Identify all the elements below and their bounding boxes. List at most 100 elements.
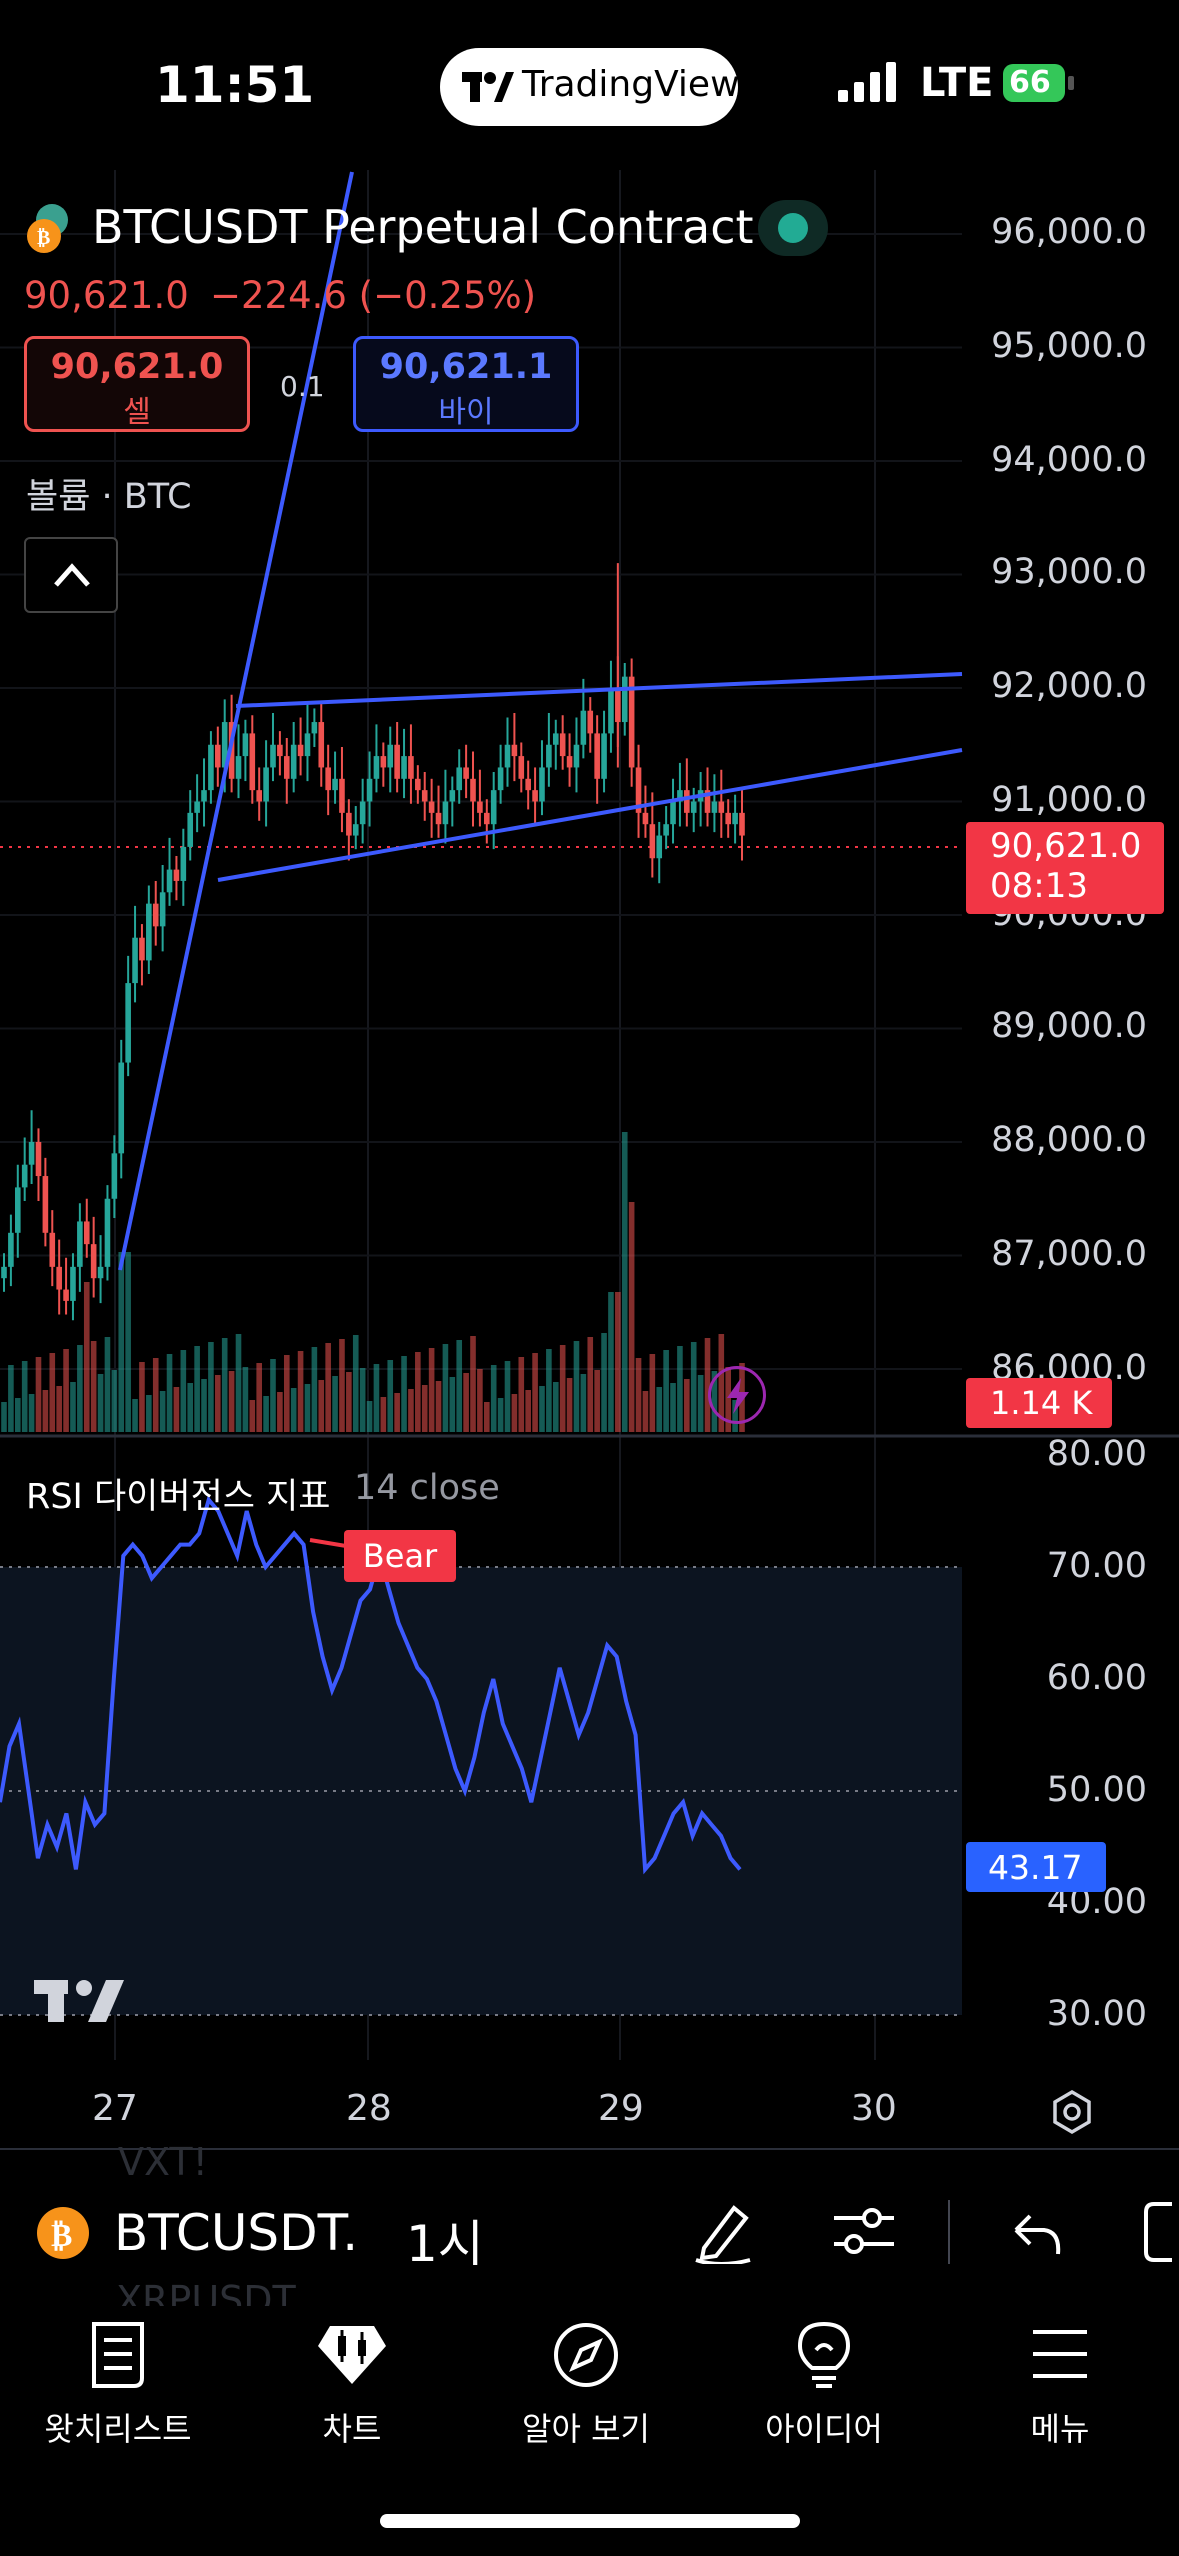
candle-body — [518, 756, 525, 779]
price-chart[interactable] — [0, 0, 1179, 2100]
candle-body — [628, 676, 635, 768]
candle-body — [311, 722, 318, 734]
volume-bar — [180, 1350, 187, 1432]
rsi-title[interactable]: RSI 다이버전스 지표 — [26, 1477, 331, 1517]
volume-bar — [159, 1391, 166, 1432]
volume-bar — [546, 1349, 552, 1432]
candle-body — [201, 790, 207, 802]
volume-bar — [511, 1394, 518, 1432]
candle-body — [166, 869, 173, 893]
candle-body — [587, 710, 594, 734]
nav-chart[interactable]: 차트 — [242, 2320, 462, 2450]
candle-body — [90, 1244, 97, 1279]
price-axis-label: 94,000.0 — [991, 440, 1147, 480]
nav-menu[interactable]: 메뉴 — [950, 2320, 1170, 2450]
chart-settings-icon[interactable] — [1048, 2088, 1096, 2140]
candle-body — [463, 767, 469, 779]
candle-body — [14, 1187, 21, 1233]
undo-icon[interactable] — [1008, 2210, 1064, 2262]
volume-bar — [35, 1357, 42, 1432]
date-axis-label: 30 — [851, 2088, 897, 2129]
interval-selector[interactable]: 1시 — [406, 2215, 484, 2273]
volume-legend: 볼륨 · BTC — [26, 477, 192, 517]
volume-bar — [649, 1354, 656, 1432]
candle-body — [139, 937, 145, 961]
nav-explore[interactable]: 알아 보기 — [476, 2320, 696, 2450]
candle-body — [552, 733, 559, 745]
volume-bar — [304, 1384, 311, 1432]
volume-bar — [325, 1343, 331, 1432]
price-axis-label: 88,000.0 — [991, 1120, 1147, 1160]
candle-body — [566, 756, 573, 768]
volume-bar — [615, 1292, 621, 1432]
volume-bar — [104, 1337, 111, 1432]
tradingview-pill[interactable]: TradingView — [440, 48, 740, 126]
volume-bar — [152, 1358, 159, 1432]
candle-body — [42, 1176, 49, 1233]
volume-bar — [456, 1340, 463, 1432]
volume-bar — [684, 1379, 690, 1432]
fullscreen-icon[interactable] — [1142, 2200, 1179, 2268]
volume-bar — [449, 1377, 456, 1432]
toolbar-separator — [948, 2200, 950, 2264]
buy-button[interactable]: 90,621.1 바이 — [353, 336, 579, 432]
last-price-badge-countdown: 08:13 — [990, 866, 1088, 906]
nav-menu-label: 메뉴 — [1030, 2410, 1090, 2448]
candle-body — [290, 744, 297, 779]
volume-bar — [690, 1342, 697, 1432]
volume-bar — [415, 1352, 421, 1432]
volume-bar — [670, 1383, 676, 1432]
home-indicator — [380, 2514, 800, 2528]
candle-body — [270, 744, 276, 768]
toolbar-symbol[interactable]: BTCUSDT. — [114, 2204, 354, 2262]
volume-bar — [490, 1365, 497, 1432]
candle-body — [580, 710, 587, 745]
nav-watchlist[interactable]: 왓치리스트 — [8, 2320, 228, 2450]
indicators-settings-icon[interactable] — [832, 2202, 896, 2264]
candle-body — [504, 744, 511, 768]
candle-body — [221, 722, 228, 768]
candle-body — [525, 778, 531, 791]
nav-ideas[interactable]: 아이디어 — [714, 2320, 934, 2450]
volume-bar — [332, 1376, 338, 1432]
volume-bar — [428, 1348, 435, 1432]
candle-body — [180, 846, 187, 881]
volume-bar — [132, 1399, 138, 1432]
tradingview-watermark-icon — [34, 1978, 126, 2028]
btc-icon: ₿ — [36, 2206, 90, 2264]
watchlist-icon — [92, 2322, 144, 2388]
candle-body — [366, 778, 373, 802]
volume-bar — [1, 1402, 7, 1432]
volume-bar — [166, 1354, 173, 1432]
volume-bar — [270, 1359, 276, 1432]
candle-body — [132, 937, 138, 984]
volume-bar — [90, 1341, 97, 1432]
volume-bar — [311, 1347, 318, 1432]
volume-bar — [139, 1362, 145, 1432]
symbol-title[interactable]: BTCUSDT Perpetual Contract — [92, 200, 754, 254]
candle-body — [497, 767, 504, 791]
volume-bar — [677, 1346, 683, 1432]
candle-body — [621, 676, 628, 723]
candle-body — [380, 756, 387, 768]
volume-bar — [346, 1372, 352, 1432]
rsi-panel — [0, 1495, 962, 2016]
candles — [1, 563, 745, 1321]
collapse-legend-button[interactable] — [24, 537, 118, 613]
sell-button[interactable]: 90,621.0 셀 — [24, 336, 250, 432]
candle-body — [421, 790, 428, 802]
candle-body — [394, 744, 400, 779]
candle-body — [318, 722, 325, 768]
candle-body — [325, 767, 331, 791]
signal-icon — [838, 62, 900, 106]
candle-body — [477, 801, 483, 813]
alert-lightning-button[interactable] — [708, 1366, 766, 1424]
volume-bar — [297, 1351, 304, 1432]
market-status-dot[interactable] — [758, 200, 828, 256]
candle-body — [387, 744, 394, 768]
chart-candles-icon — [318, 2326, 386, 2384]
price-axis-label: 89,000.0 — [991, 1006, 1147, 1046]
candle-body — [297, 744, 304, 757]
volume-bar — [28, 1394, 35, 1432]
drawing-tools-icon[interactable] — [690, 2198, 756, 2268]
